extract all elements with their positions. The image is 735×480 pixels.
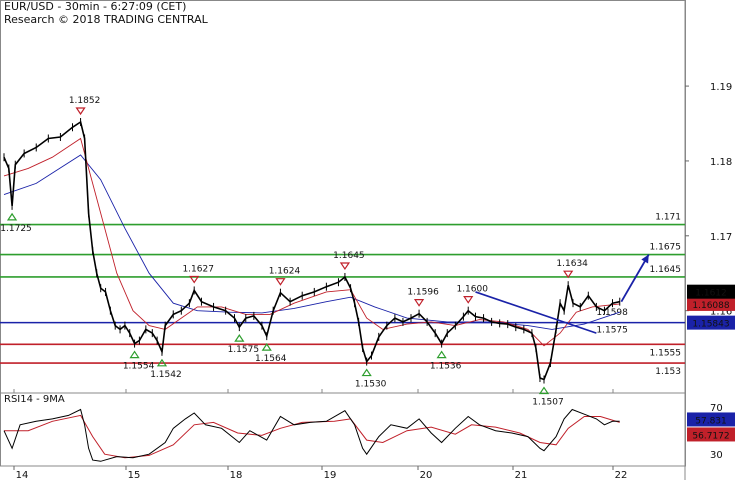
swing-high-label: 1.1852 [69, 96, 101, 106]
level-label: 1.1675 [650, 243, 682, 253]
pivot-tag-label: 1.15843 [692, 320, 729, 330]
swing-high-marker [563, 270, 574, 279]
price-line [3, 120, 620, 381]
price-tick-label: 1.16 [710, 307, 732, 318]
time-tick-label: 21 [515, 470, 528, 480]
swing-high-label: 1.1624 [269, 267, 301, 277]
swing-low-marker [156, 358, 168, 367]
rsi-tick-label: 70 [710, 403, 723, 414]
swing-low-label: 1.1725 [0, 224, 32, 234]
time-tick-label: 14 [16, 470, 29, 480]
swing-low-label: 1.1542 [150, 370, 182, 380]
swing-high-label: 1.1634 [556, 259, 588, 269]
swing-low-label: 1.1564 [255, 354, 287, 364]
rsi-ma-current-label: 56.7172 [692, 431, 729, 441]
swing-low-label: 1.1530 [355, 380, 387, 390]
rsi-current-tag [687, 412, 735, 427]
rsi-line [3, 408, 620, 462]
forecast-arrow-shaft [620, 254, 650, 303]
time-tick-label: 19 [324, 470, 337, 480]
level-label: 1.153 [655, 367, 681, 377]
swing-low-label: 1.1575 [228, 345, 260, 355]
swing-low-marker [538, 386, 550, 395]
price-tag [687, 296, 735, 311]
swing-low-marker [234, 334, 245, 342]
swing-low-label: 1.1507 [532, 398, 564, 408]
forecast-arrow-head [641, 254, 649, 264]
rsi-tick-label: 30 [710, 450, 723, 461]
time-tick-label: 20 [420, 470, 433, 480]
swing-low-marker [6, 212, 18, 221]
chart-title: EUR/USD - 30min - 6:27:09 (CET) [4, 0, 187, 13]
trend-line [475, 291, 597, 334]
rsi-ma-line [4, 414, 620, 459]
time-tick-label: 22 [615, 470, 628, 480]
swing-high-label: 1.1645 [333, 251, 365, 261]
rsi-ma-current-tag [687, 427, 735, 442]
swing-high-marker [339, 262, 351, 271]
ma-slow-line [3, 154, 620, 330]
price-tick-label: 1.18 [710, 157, 732, 168]
price-tick-label: 1.17 [710, 232, 732, 243]
rsi-current-label: 57.831 [695, 416, 727, 426]
price-tag-label: 1.16088 [692, 301, 729, 311]
price-tick-label: 1.19 [710, 82, 732, 93]
level-label: 1.171 [655, 213, 681, 223]
ma-fast-line [3, 137, 620, 347]
swing-low-label: 1.1554 [123, 362, 155, 372]
current-price-tag [687, 284, 735, 299]
pivot-tag [687, 315, 735, 330]
swing-high-label: 1.1600 [456, 285, 488, 295]
swing-low-marker [261, 343, 272, 351]
swing-high-label: 1.1627 [182, 264, 214, 274]
inline-level-label: 1.1575 [596, 325, 628, 335]
swing-low-marker [436, 350, 447, 359]
time-tick-label: 18 [230, 470, 243, 480]
swing-high-marker [75, 107, 86, 116]
swing-high-marker [275, 278, 286, 286]
swing-high-marker [463, 296, 474, 304]
level-label: 1.1645 [650, 265, 682, 275]
chart-frame [0, 0, 686, 467]
level-label: 1.1555 [650, 348, 682, 358]
time-tick-label: 15 [128, 470, 141, 480]
swing-low-marker [361, 368, 372, 377]
current-price-label: 1.1612 [695, 289, 727, 299]
swing-high-label: 1.1596 [407, 288, 439, 298]
swing-high-marker [413, 299, 425, 307]
swing-low-label: 1.1536 [430, 362, 462, 372]
swing-high-marker [189, 275, 200, 284]
swing-low-marker [129, 350, 140, 359]
inline-level-label: 1.1598 [596, 308, 628, 318]
chart-copyright: Research © 2018 TRADING CENTRAL [4, 13, 208, 26]
rsi-panel-label: RSI14 - 9MA [4, 394, 65, 405]
